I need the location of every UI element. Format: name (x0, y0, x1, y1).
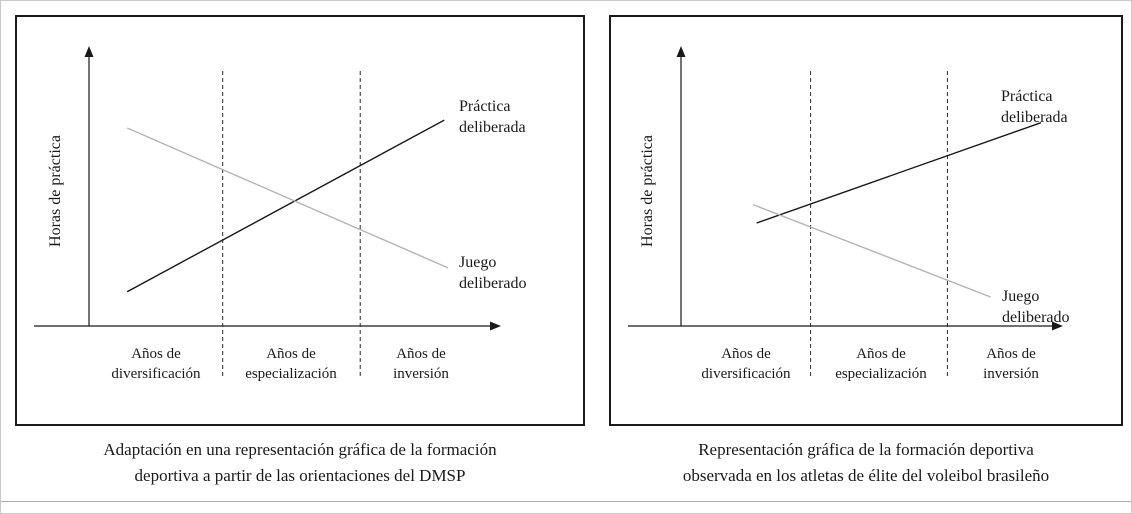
series-label-juego-deliberado: Juego deliberado (459, 254, 527, 292)
caption-voleibol: Representación gráfica de la formación d… (682, 440, 1050, 486)
y-axis-label: Horas de práctica (47, 135, 64, 247)
x-phase-label-especializacion: Años de especialización (245, 346, 337, 383)
x-phase-label-inversion: Años de inversión (983, 346, 1039, 383)
y-axis-label: Horas de práctica (639, 135, 656, 247)
x-phase-label-inversion: Años de inversión (393, 346, 449, 383)
caption-dmsp: Adaptación en una representación gráfica… (103, 440, 497, 486)
horizontal-divider (1, 501, 1131, 502)
x-phase-label-diversificacion: Años de diversificación (111, 346, 201, 383)
series-label-practica-deliberada: Práctica deliberada (1001, 88, 1068, 126)
line-chart-dmsp (34, 46, 501, 379)
x-phase-label-diversificacion: Años de diversificación (701, 346, 791, 383)
chart-panel-voleibol: Horas de práctica Práctica deliberada Ju… (609, 15, 1123, 426)
line-chart-voleibol (628, 46, 1063, 379)
chart-panel-dmsp: Horas de práctica Práctica deliberada Ju… (15, 15, 585, 426)
series-label-practica-deliberada: Práctica deliberada (459, 98, 526, 136)
x-phase-label-especializacion: Años de especialización (835, 346, 927, 383)
series-label-juego-deliberado: Juego deliberado (1002, 288, 1070, 326)
